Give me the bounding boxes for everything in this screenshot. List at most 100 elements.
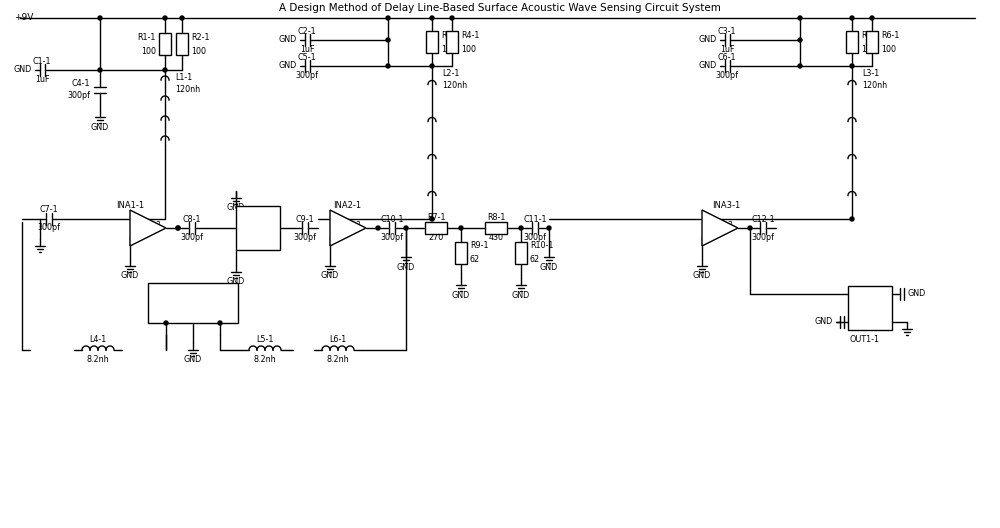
Text: L1-1: L1-1 [175, 73, 192, 82]
Text: 2: 2 [164, 312, 168, 318]
Text: C5-1: C5-1 [298, 52, 316, 61]
Text: 2: 2 [333, 232, 337, 241]
Text: 62: 62 [530, 256, 540, 265]
Text: R6-1: R6-1 [881, 31, 899, 40]
Bar [446, 31, 458, 53]
Text: 100: 100 [461, 44, 476, 53]
Circle shape [98, 16, 102, 20]
Text: 1uF: 1uF [720, 44, 734, 53]
Text: L5-1: L5-1 [256, 335, 274, 344]
Text: GND: GND [184, 355, 202, 364]
Circle shape [748, 226, 752, 230]
Text: C10-1: C10-1 [380, 214, 404, 223]
Text: 1: 1 [333, 214, 337, 223]
Text: +9V: +9V [14, 14, 33, 23]
Bar [515, 242, 527, 264]
Text: 100: 100 [191, 46, 206, 55]
Circle shape [164, 321, 168, 325]
Circle shape [430, 64, 434, 68]
Text: 3: 3 [273, 225, 277, 231]
Circle shape [798, 16, 802, 20]
Text: R1-1: R1-1 [138, 33, 156, 42]
Text: 3: 3 [728, 222, 732, 231]
Text: R7-1: R7-1 [427, 213, 445, 222]
Text: GND: GND [699, 61, 717, 71]
Circle shape [180, 16, 184, 20]
Text: C3-1: C3-1 [718, 26, 736, 35]
Text: C1-1: C1-1 [33, 56, 51, 65]
Text: 8.2nh: 8.2nh [254, 355, 276, 364]
Text: 270: 270 [428, 233, 444, 242]
Text: 120nh: 120nh [442, 81, 467, 90]
Text: 1: 1 [239, 225, 243, 231]
Text: GND: GND [227, 278, 245, 287]
Text: 2: 2 [133, 232, 137, 241]
Text: GND: GND [321, 271, 339, 280]
Text: 3: 3 [356, 222, 360, 231]
Text: 300pf: 300pf [524, 232, 546, 241]
Text: R10-1: R10-1 [530, 241, 553, 250]
Text: 8.2nh: 8.2nh [87, 355, 109, 364]
Polygon shape [702, 210, 738, 246]
Circle shape [430, 217, 434, 221]
Circle shape [850, 217, 854, 221]
Text: C6-1: C6-1 [718, 52, 736, 61]
Circle shape [459, 226, 463, 230]
Circle shape [870, 16, 874, 20]
Text: 1: 1 [705, 214, 709, 223]
Text: 100: 100 [861, 44, 876, 53]
Text: 300pf: 300pf [296, 71, 318, 80]
Bar [485, 222, 507, 234]
Text: SAW1-1: SAW1-1 [174, 298, 212, 308]
Text: GND: GND [693, 271, 711, 280]
Text: GND: GND [121, 271, 139, 280]
Text: 2: 2 [705, 232, 709, 241]
Circle shape [386, 64, 390, 68]
Circle shape [798, 64, 802, 68]
Circle shape [798, 38, 802, 42]
Text: C7-1: C7-1 [40, 205, 58, 214]
Text: GND: GND [699, 35, 717, 44]
Text: C9-1: C9-1 [296, 214, 314, 223]
Text: GND: GND [279, 35, 297, 44]
Circle shape [450, 16, 454, 20]
Text: C4-1: C4-1 [72, 80, 90, 89]
Text: LFCN-2-1: LFCN-2-1 [853, 302, 887, 308]
Circle shape [163, 16, 167, 20]
Polygon shape [130, 210, 166, 246]
Text: 1uF: 1uF [35, 74, 49, 83]
Text: GND: GND [815, 317, 833, 326]
Text: INA2-1: INA2-1 [333, 202, 361, 211]
Circle shape [547, 226, 551, 230]
Text: 4: 4 [885, 319, 889, 325]
Text: 300pf: 300pf [67, 91, 90, 100]
Text: 100: 100 [881, 44, 896, 53]
Text: 300pf: 300pf [752, 232, 774, 241]
Text: GND: GND [512, 290, 530, 299]
Bar [846, 31, 858, 53]
Text: 100: 100 [141, 46, 156, 55]
Text: INA1-1: INA1-1 [116, 202, 144, 211]
Text: C12-1: C12-1 [751, 214, 775, 223]
Text: 300pf: 300pf [38, 223, 60, 232]
Bar [425, 222, 447, 234]
Text: 4: 4 [239, 210, 243, 216]
Circle shape [98, 68, 102, 72]
Text: 1uF: 1uF [300, 44, 314, 53]
Text: 1: 1 [133, 214, 137, 223]
Text: 100: 100 [441, 44, 456, 53]
Circle shape [218, 321, 222, 325]
Circle shape [163, 68, 167, 72]
Text: GND: GND [279, 61, 297, 71]
Text: 3: 3 [885, 291, 889, 297]
Text: L2-1: L2-1 [442, 70, 459, 79]
Text: INA3-1: INA3-1 [712, 202, 740, 211]
Text: 300pf: 300pf [294, 232, 316, 241]
Circle shape [850, 16, 854, 20]
Text: R3-1: R3-1 [441, 31, 459, 40]
Text: 300pf: 300pf [716, 71, 738, 80]
Text: L4-1: L4-1 [89, 335, 107, 344]
Text: 2: 2 [239, 240, 243, 246]
Text: C8-1: C8-1 [183, 214, 201, 223]
Bar [426, 31, 438, 53]
